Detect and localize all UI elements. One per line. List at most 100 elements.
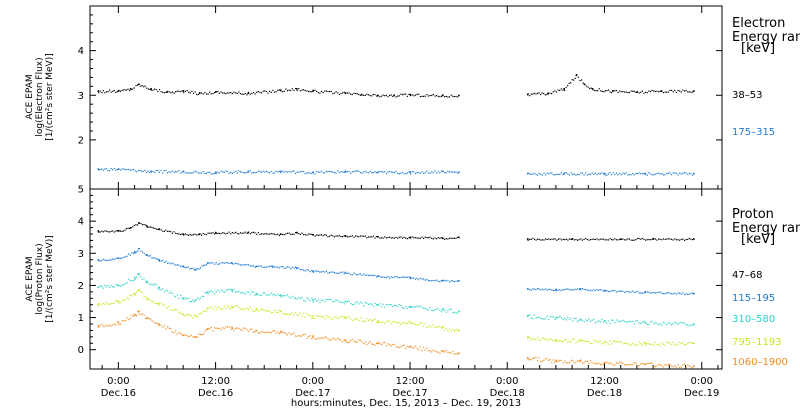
data-point [615,362,618,364]
data-point [188,234,190,236]
data-point [543,337,545,339]
data-point [623,91,626,93]
data-point [633,239,635,241]
data-point [601,238,603,240]
data-point [351,303,353,306]
data-point [270,332,272,334]
data-point [630,291,632,293]
data-point [579,318,582,321]
data-point [333,271,336,274]
data-point [294,172,297,175]
data-point [607,320,609,322]
data-point [390,323,392,325]
data-point [282,233,284,236]
data-point [358,236,360,238]
data-point [277,311,279,314]
data-point [129,226,132,229]
data-point [183,92,185,94]
data-point [144,85,146,87]
data-point [146,254,148,256]
data-point [179,294,182,297]
data-point [612,90,614,92]
data-point [400,323,402,325]
data-point [562,238,564,240]
data-point [662,366,665,368]
data-point [607,290,609,293]
data-point [324,301,326,303]
data-point [107,303,109,305]
data-point [132,315,135,317]
data-point [367,342,370,344]
data-point [173,263,175,265]
data-point [184,334,186,336]
data-point [382,321,384,323]
data-point [615,89,618,92]
data-point [614,173,616,176]
data-point [640,292,642,294]
data-point [625,290,627,293]
data-point [291,295,293,297]
data-point [549,172,551,174]
data-point [304,270,306,272]
data-point [171,262,174,264]
data-point [140,222,142,225]
data-point [311,317,313,319]
data-point [622,362,624,365]
data-point [555,288,557,291]
data-point [667,172,669,174]
data-point [541,288,543,290]
data-point [162,91,164,93]
data-point [693,90,695,92]
data-point [117,230,120,232]
electron-ytick-label-3: 3 [78,91,84,102]
data-point [632,239,634,241]
data-point [388,236,391,238]
data-point [648,291,650,293]
data-point [414,323,417,326]
data-point [538,316,540,318]
data-point [350,235,352,238]
data-point [672,323,674,325]
data-point [256,171,258,174]
data-point [238,170,240,172]
data-point [190,334,192,336]
data-point [166,262,169,264]
data-point [175,232,177,234]
data-point [252,265,255,267]
data-point [307,269,310,271]
data-point [670,173,673,176]
data-point [202,264,205,266]
data-point [588,318,590,320]
data-point [627,321,629,323]
data-point [144,169,146,172]
data-point [175,170,177,173]
data-point [222,327,224,329]
data-point [413,306,415,308]
data-point [431,309,433,312]
data-point [363,305,365,307]
data-point [440,95,443,97]
data-point [205,172,208,174]
data-point [351,320,353,322]
data-point [589,289,592,291]
data-point [222,171,224,173]
data-point [137,273,139,275]
data-point [640,322,642,325]
data-point [228,262,230,265]
data-point [343,235,345,237]
data-point [656,173,658,175]
data-point [620,290,622,292]
data-point [325,315,327,317]
electron-y-label-line2: log(Electron Flux) [35,57,45,136]
data-point [137,311,139,313]
data-point [186,314,188,316]
data-point [526,336,529,339]
data-point [604,90,607,92]
data-point [279,310,282,313]
data-point [380,305,383,308]
data-point [117,168,120,170]
data-point [143,277,145,280]
data-point [367,274,370,277]
data-point [380,237,383,239]
data-point [186,298,188,300]
